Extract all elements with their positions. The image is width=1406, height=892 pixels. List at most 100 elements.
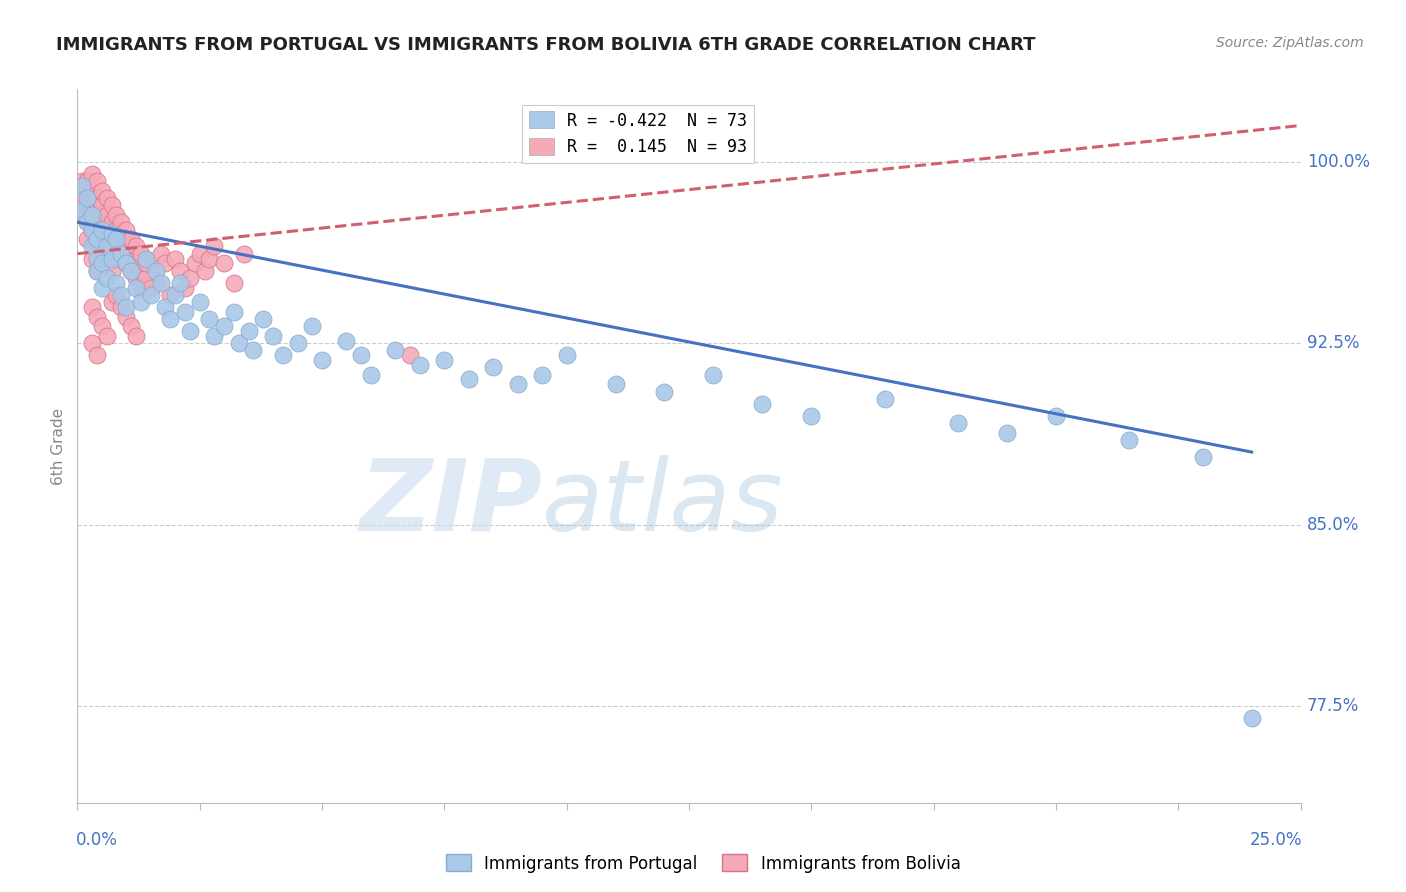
Point	[125, 256, 148, 270]
Point	[232, 246, 254, 260]
Point	[129, 280, 152, 294]
Point	[301, 319, 323, 334]
Point	[96, 208, 118, 222]
Point	[80, 167, 103, 181]
Point	[135, 271, 157, 285]
Point	[105, 222, 128, 236]
Point	[155, 300, 177, 314]
Point	[145, 276, 167, 290]
Point	[80, 203, 103, 218]
Point	[222, 276, 245, 290]
Point	[165, 252, 187, 266]
Point	[90, 222, 112, 236]
Point	[80, 252, 103, 266]
Point	[129, 256, 152, 270]
Point	[120, 239, 142, 253]
Point	[90, 280, 112, 294]
Point	[222, 304, 245, 318]
Point	[252, 312, 274, 326]
Point	[125, 329, 148, 343]
Point	[70, 174, 93, 188]
Point	[115, 256, 138, 270]
Point	[76, 198, 98, 212]
Y-axis label: 6th Grade: 6th Grade	[51, 408, 66, 484]
Point	[120, 263, 142, 277]
Point	[115, 222, 138, 236]
Point	[70, 208, 93, 222]
Point	[228, 336, 250, 351]
Point	[202, 329, 225, 343]
Point	[125, 246, 148, 260]
Point	[384, 343, 406, 358]
Point	[115, 239, 138, 253]
Point	[86, 174, 108, 188]
Text: 92.5%: 92.5%	[1306, 334, 1360, 352]
Point	[139, 263, 162, 277]
Point	[1045, 409, 1067, 423]
Point	[100, 215, 122, 229]
Point	[70, 191, 93, 205]
Point	[174, 280, 197, 294]
Point	[70, 178, 93, 193]
Point	[105, 246, 128, 260]
Point	[149, 246, 172, 260]
Point	[115, 310, 138, 324]
Point	[120, 263, 142, 277]
Point	[139, 288, 162, 302]
Point	[198, 252, 221, 266]
Point	[70, 203, 93, 218]
Point	[242, 343, 264, 358]
Point	[80, 300, 103, 314]
Text: 85.0%: 85.0%	[1306, 516, 1360, 533]
Text: 77.5%: 77.5%	[1306, 697, 1360, 715]
Point	[80, 336, 103, 351]
Point	[159, 288, 181, 302]
Point	[76, 232, 98, 246]
Point	[86, 215, 108, 229]
Point	[800, 409, 823, 423]
Point	[125, 280, 148, 294]
Legend: Immigrants from Portugal, Immigrants from Bolivia: Immigrants from Portugal, Immigrants fro…	[439, 847, 967, 880]
Text: Source: ZipAtlas.com: Source: ZipAtlas.com	[1216, 36, 1364, 50]
Point	[212, 256, 235, 270]
Point	[311, 353, 333, 368]
Point	[100, 252, 122, 266]
Point	[169, 263, 191, 277]
Point	[90, 184, 112, 198]
Point	[100, 263, 122, 277]
Point	[139, 280, 162, 294]
Point	[506, 377, 529, 392]
Point	[100, 239, 122, 253]
Point	[995, 425, 1018, 440]
Point	[96, 232, 118, 246]
Point	[90, 203, 112, 218]
Point	[135, 252, 157, 266]
Point	[120, 319, 142, 334]
Point	[169, 276, 191, 290]
Point	[96, 191, 118, 205]
Point	[110, 215, 132, 229]
Point	[120, 246, 142, 260]
Point	[86, 310, 108, 324]
Point	[110, 232, 132, 246]
Legend: R = -0.422  N = 73, R =  0.145  N = 93: R = -0.422 N = 73, R = 0.145 N = 93	[523, 104, 754, 162]
Point	[531, 368, 554, 382]
Point	[238, 324, 260, 338]
Point	[129, 263, 152, 277]
Point	[115, 232, 138, 246]
Point	[120, 232, 142, 246]
Point	[90, 252, 112, 266]
Point	[135, 252, 157, 266]
Point	[129, 295, 152, 310]
Text: ZIP: ZIP	[359, 455, 543, 551]
Point	[335, 334, 357, 348]
Point	[433, 353, 456, 368]
Point	[110, 252, 132, 266]
Point	[90, 227, 112, 242]
Point	[271, 348, 294, 362]
Point	[350, 348, 373, 362]
Point	[262, 329, 284, 343]
Point	[90, 198, 112, 212]
Point	[946, 416, 969, 430]
Point	[90, 319, 112, 334]
